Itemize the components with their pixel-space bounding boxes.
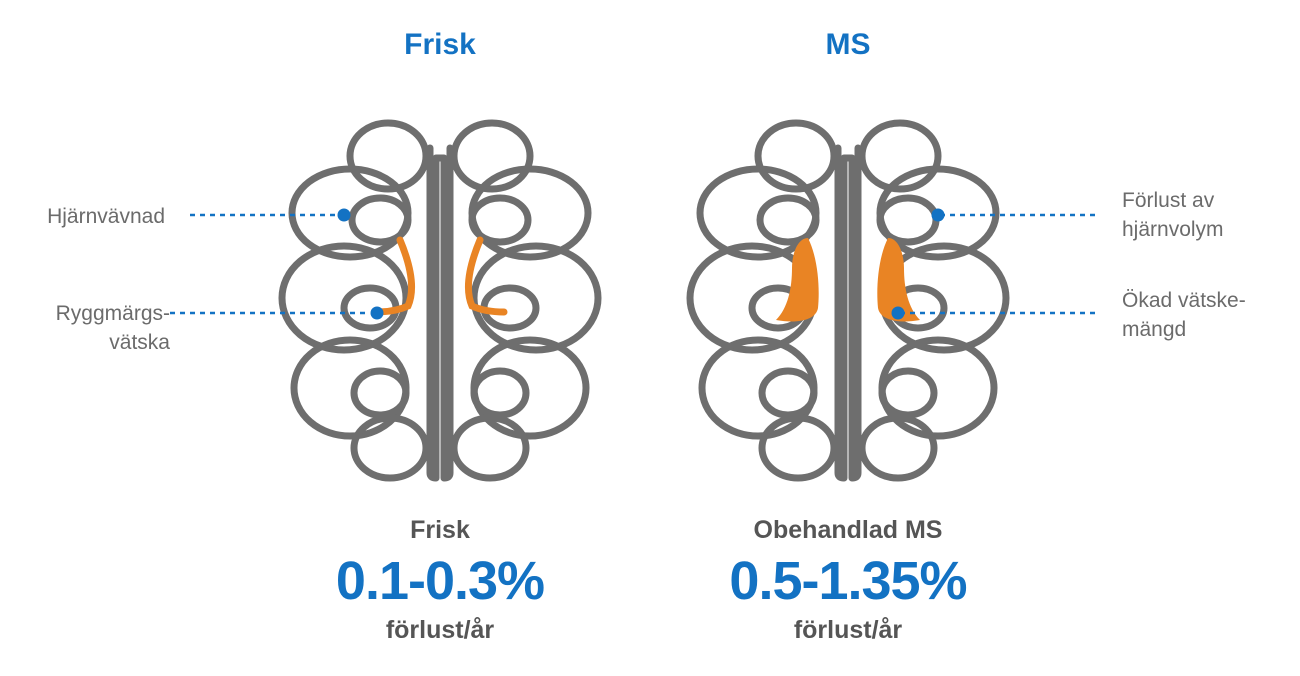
ms-stat-unit: förlust/år xyxy=(793,616,903,644)
marker-volume xyxy=(931,208,945,222)
healthy-stat-label: Frisk xyxy=(410,516,470,544)
ms-title: MS xyxy=(825,28,871,61)
label-ms-fluid: Ökad vätske- mängd xyxy=(1122,286,1246,344)
ms-stat-label: Obehandlad MS xyxy=(753,516,943,544)
healthy-left-ventricle xyxy=(372,236,416,316)
marker-tissue xyxy=(337,208,351,222)
healthy-title: Frisk xyxy=(404,28,476,61)
healthy-stat: Frisk 0.1-0.3% förlust/år xyxy=(240,510,640,648)
ms-stat: Obehandlad MS 0.5-1.35% förlust/år xyxy=(648,510,1048,648)
marker-fluid xyxy=(370,306,384,320)
healthy-stat-unit: förlust/år xyxy=(385,616,495,644)
label-volume-line1: Förlust av xyxy=(1122,189,1215,212)
ms-right-ventricle xyxy=(877,238,920,322)
ms-stat-value: 0.5-1.35% xyxy=(729,551,967,611)
label-ms-fluid-line1: Ökad vätske- xyxy=(1122,289,1246,312)
ms-left-ventricle xyxy=(776,238,819,322)
label-fluid: Ryggmärgs- vätska xyxy=(56,299,170,357)
healthy-brain xyxy=(282,123,598,478)
ms-brain xyxy=(690,123,1006,478)
label-volume: Förlust av hjärnvolym xyxy=(1122,186,1224,244)
label-fluid-line1: Ryggmärgs- xyxy=(55,302,170,325)
healthy-stat-value: 0.1-0.3% xyxy=(335,551,545,611)
label-fluid-line2: vätska xyxy=(109,331,170,354)
marker-ms-fluid xyxy=(891,306,905,320)
healthy-right-ventricle xyxy=(464,236,508,316)
label-ms-fluid-line2: mängd xyxy=(1122,318,1187,341)
label-volume-line2: hjärnvolym xyxy=(1122,218,1224,241)
label-tissue: Hjärnvävnad xyxy=(47,205,165,228)
